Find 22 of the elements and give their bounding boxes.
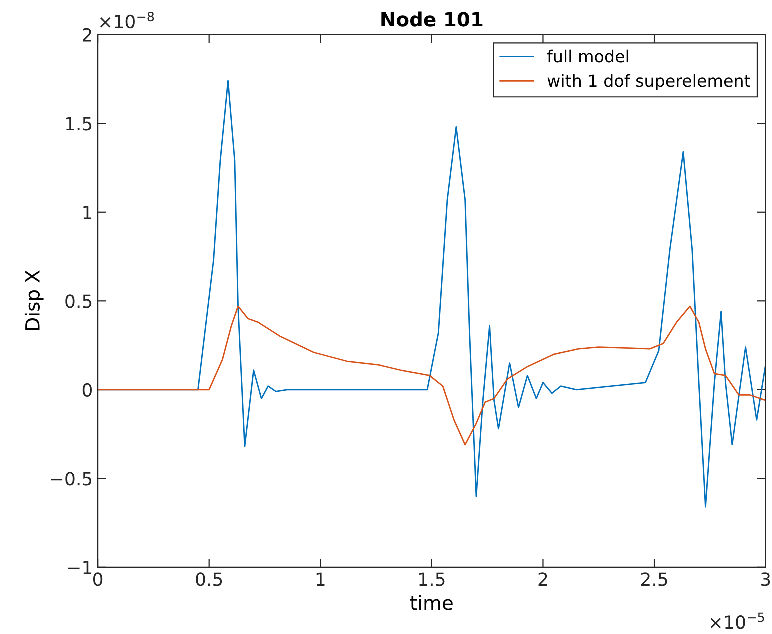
text: ×10$^{−8}$ (100, 12, 154, 29)
x-tick-label: 2 (538, 572, 548, 586)
legend-label: with 1 dof superelement (548, 74, 750, 90)
x-tick-label: 1 (316, 572, 325, 586)
x-tick-label: 2.5 (641, 572, 668, 586)
y-tick-label: −1 (68, 561, 92, 574)
y-axis-title: Disp X (24, 270, 44, 330)
line-series (98, 306, 766, 446)
y-tick-label: 2 (83, 28, 92, 42)
y-tick-label: 0.5 (66, 294, 92, 308)
y-tick-label: 1.5 (66, 117, 92, 131)
text: ×10$^{−5}$ (710, 612, 764, 630)
y-tick-label: −0.5 (51, 472, 92, 486)
x-tick-label: 0.5 (196, 572, 222, 586)
x-tick-label: 1.5 (420, 572, 445, 586)
x-tick-label: 0 (93, 572, 103, 586)
chart-title: Node 101 (382, 12, 483, 27)
x-axis-title: time (410, 595, 453, 610)
x-tick-label: 3 (761, 572, 770, 586)
y-tick-label: 1 (84, 206, 92, 220)
legend-label: full model (547, 50, 628, 63)
y-tick-label: 0 (82, 383, 92, 398)
